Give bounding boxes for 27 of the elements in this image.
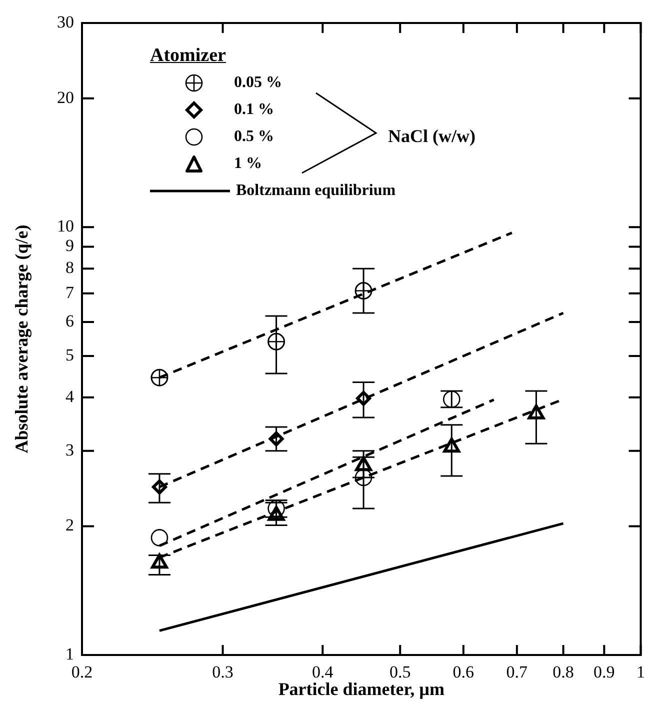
y-tick-label: 6 xyxy=(66,312,74,331)
x-tick-label: 0.2 xyxy=(71,662,93,682)
y-tick-label: 4 xyxy=(66,386,74,406)
y-tick-label: 5 xyxy=(66,345,74,364)
y-tick-label: 2 xyxy=(66,516,74,535)
legend-label: 0.1 % xyxy=(234,100,274,118)
y-tick-label: 10 xyxy=(57,216,74,236)
legend-label: Boltzmann equilibrium xyxy=(236,182,396,200)
x-tick-label: 0.9 xyxy=(594,662,615,682)
y-tick-label: 20 xyxy=(57,88,74,107)
y-tick-label: 8 xyxy=(66,258,74,278)
x-tick-label: 0.7 xyxy=(506,662,528,682)
legend-title: Atomizer xyxy=(150,45,227,67)
x-tick-label: 0.3 xyxy=(212,662,234,682)
annotation: NaCl (w/w) xyxy=(388,126,476,147)
legend-label: 0.05 % xyxy=(234,74,282,92)
x-tick-label: 0.6 xyxy=(452,662,474,682)
x-tick-label: 0.8 xyxy=(552,662,574,682)
y-tick-label: 1 xyxy=(66,644,74,664)
legend-label: 0.5 % xyxy=(234,128,274,146)
x-tick-label: 1 xyxy=(636,662,645,682)
y-tick-label: 9 xyxy=(66,236,74,256)
y-tick-label: 3 xyxy=(66,440,74,460)
y-tick-label: 30 xyxy=(57,12,74,32)
y-axis-title: Absolute average charge (q/e) xyxy=(11,224,32,454)
y-tick-label: 7 xyxy=(66,282,74,302)
legend-label: 1 % xyxy=(234,154,262,172)
